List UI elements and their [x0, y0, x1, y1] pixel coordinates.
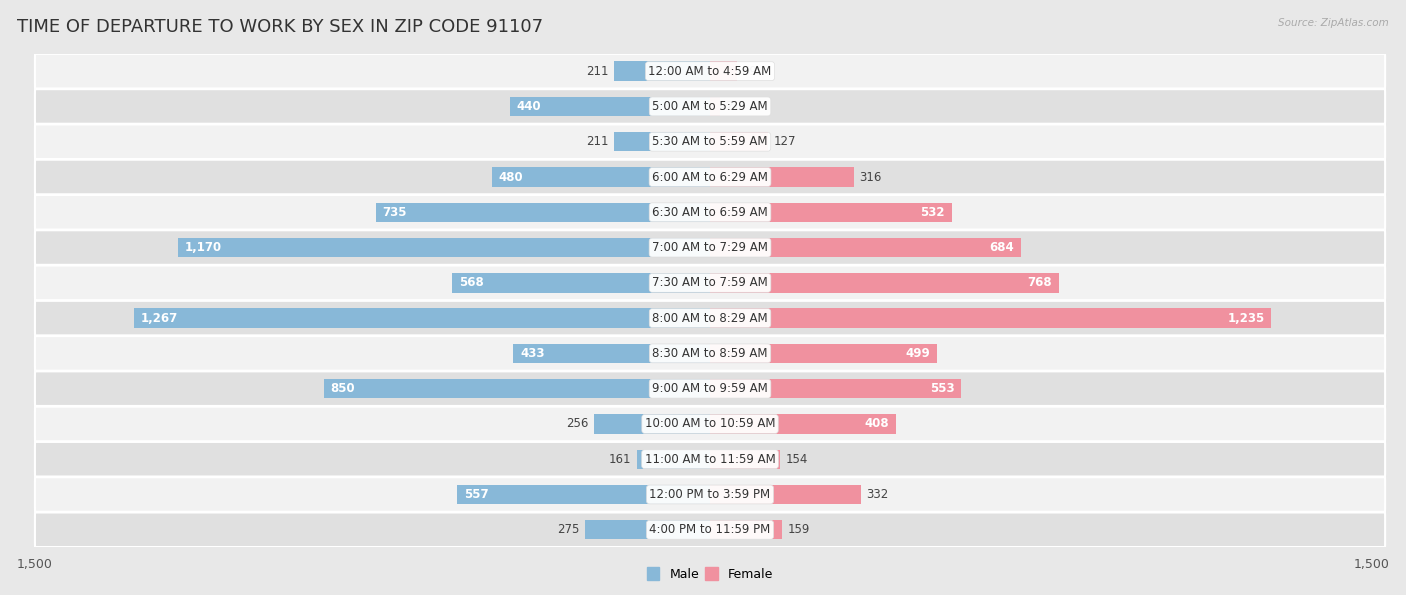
- Bar: [513, 344, 710, 363]
- Bar: [134, 308, 710, 328]
- Bar: [710, 344, 936, 363]
- Bar: [637, 449, 710, 469]
- Text: 316: 316: [859, 171, 882, 183]
- Text: 10:00 AM to 10:59 AM: 10:00 AM to 10:59 AM: [645, 418, 775, 430]
- FancyBboxPatch shape: [35, 512, 1385, 547]
- Bar: [451, 273, 710, 293]
- Bar: [614, 132, 710, 152]
- Bar: [585, 520, 710, 540]
- Text: TIME OF DEPARTURE TO WORK BY SEX IN ZIP CODE 91107: TIME OF DEPARTURE TO WORK BY SEX IN ZIP …: [17, 18, 543, 36]
- FancyBboxPatch shape: [35, 477, 1385, 512]
- Text: 12:00 PM to 3:59 PM: 12:00 PM to 3:59 PM: [650, 488, 770, 501]
- Text: 161: 161: [609, 453, 631, 466]
- Bar: [710, 273, 1059, 293]
- Text: 275: 275: [557, 523, 579, 536]
- Text: 850: 850: [330, 382, 356, 395]
- Bar: [710, 308, 1271, 328]
- Text: 1,170: 1,170: [186, 241, 222, 254]
- Text: 1,235: 1,235: [1227, 312, 1264, 325]
- Text: 480: 480: [499, 171, 523, 183]
- Text: 440: 440: [517, 100, 541, 113]
- Text: 532: 532: [921, 206, 945, 219]
- Bar: [710, 379, 962, 399]
- Bar: [179, 238, 710, 257]
- FancyBboxPatch shape: [35, 442, 1385, 477]
- FancyBboxPatch shape: [35, 89, 1385, 124]
- FancyBboxPatch shape: [35, 336, 1385, 371]
- Bar: [710, 238, 1021, 257]
- Text: 684: 684: [990, 241, 1014, 254]
- FancyBboxPatch shape: [35, 124, 1385, 159]
- FancyBboxPatch shape: [35, 159, 1385, 195]
- Bar: [492, 167, 710, 187]
- Text: 332: 332: [866, 488, 889, 501]
- Text: 6:30 AM to 6:59 AM: 6:30 AM to 6:59 AM: [652, 206, 768, 219]
- Text: 1,267: 1,267: [141, 312, 179, 325]
- Text: Source: ZipAtlas.com: Source: ZipAtlas.com: [1278, 18, 1389, 28]
- Text: 211: 211: [586, 135, 609, 148]
- Bar: [510, 97, 710, 116]
- Text: 127: 127: [773, 135, 796, 148]
- Legend: Male, Female: Male, Female: [643, 562, 778, 585]
- FancyBboxPatch shape: [35, 195, 1385, 230]
- Bar: [375, 202, 710, 222]
- Text: 7:30 AM to 7:59 AM: 7:30 AM to 7:59 AM: [652, 276, 768, 289]
- Bar: [710, 449, 780, 469]
- FancyBboxPatch shape: [35, 301, 1385, 336]
- Bar: [710, 167, 853, 187]
- Text: 408: 408: [865, 418, 889, 430]
- Text: 1,500: 1,500: [17, 558, 53, 571]
- Text: 154: 154: [786, 453, 808, 466]
- Text: 256: 256: [565, 418, 588, 430]
- Text: 9:00 AM to 9:59 AM: 9:00 AM to 9:59 AM: [652, 382, 768, 395]
- Text: 11:00 AM to 11:59 AM: 11:00 AM to 11:59 AM: [645, 453, 775, 466]
- Bar: [710, 97, 720, 116]
- Text: 4:00 PM to 11:59 PM: 4:00 PM to 11:59 PM: [650, 523, 770, 536]
- Text: 8:30 AM to 8:59 AM: 8:30 AM to 8:59 AM: [652, 347, 768, 360]
- Bar: [710, 202, 952, 222]
- Bar: [710, 414, 896, 434]
- Text: 499: 499: [905, 347, 929, 360]
- Text: 735: 735: [382, 206, 408, 219]
- FancyBboxPatch shape: [35, 406, 1385, 441]
- FancyBboxPatch shape: [35, 371, 1385, 406]
- Bar: [710, 485, 860, 504]
- Text: 5:00 AM to 5:29 AM: 5:00 AM to 5:29 AM: [652, 100, 768, 113]
- Bar: [593, 414, 710, 434]
- Text: 159: 159: [787, 523, 810, 536]
- Bar: [710, 132, 768, 152]
- Text: 7:00 AM to 7:29 AM: 7:00 AM to 7:29 AM: [652, 241, 768, 254]
- Bar: [614, 61, 710, 81]
- Text: 211: 211: [586, 65, 609, 78]
- Text: 59: 59: [742, 65, 758, 78]
- Bar: [323, 379, 710, 399]
- Bar: [710, 520, 782, 540]
- Text: 5:30 AM to 5:59 AM: 5:30 AM to 5:59 AM: [652, 135, 768, 148]
- Text: 768: 768: [1028, 276, 1052, 289]
- Text: 568: 568: [458, 276, 484, 289]
- Text: 21: 21: [725, 100, 740, 113]
- Text: 12:00 AM to 4:59 AM: 12:00 AM to 4:59 AM: [648, 65, 772, 78]
- Text: 433: 433: [520, 347, 544, 360]
- Text: 6:00 AM to 6:29 AM: 6:00 AM to 6:29 AM: [652, 171, 768, 183]
- FancyBboxPatch shape: [35, 265, 1385, 300]
- Bar: [710, 61, 737, 81]
- Text: 553: 553: [929, 382, 955, 395]
- Text: 1,500: 1,500: [1353, 558, 1389, 571]
- Text: 557: 557: [464, 488, 488, 501]
- FancyBboxPatch shape: [35, 230, 1385, 265]
- Bar: [457, 485, 710, 504]
- Text: 8:00 AM to 8:29 AM: 8:00 AM to 8:29 AM: [652, 312, 768, 325]
- FancyBboxPatch shape: [35, 54, 1385, 89]
